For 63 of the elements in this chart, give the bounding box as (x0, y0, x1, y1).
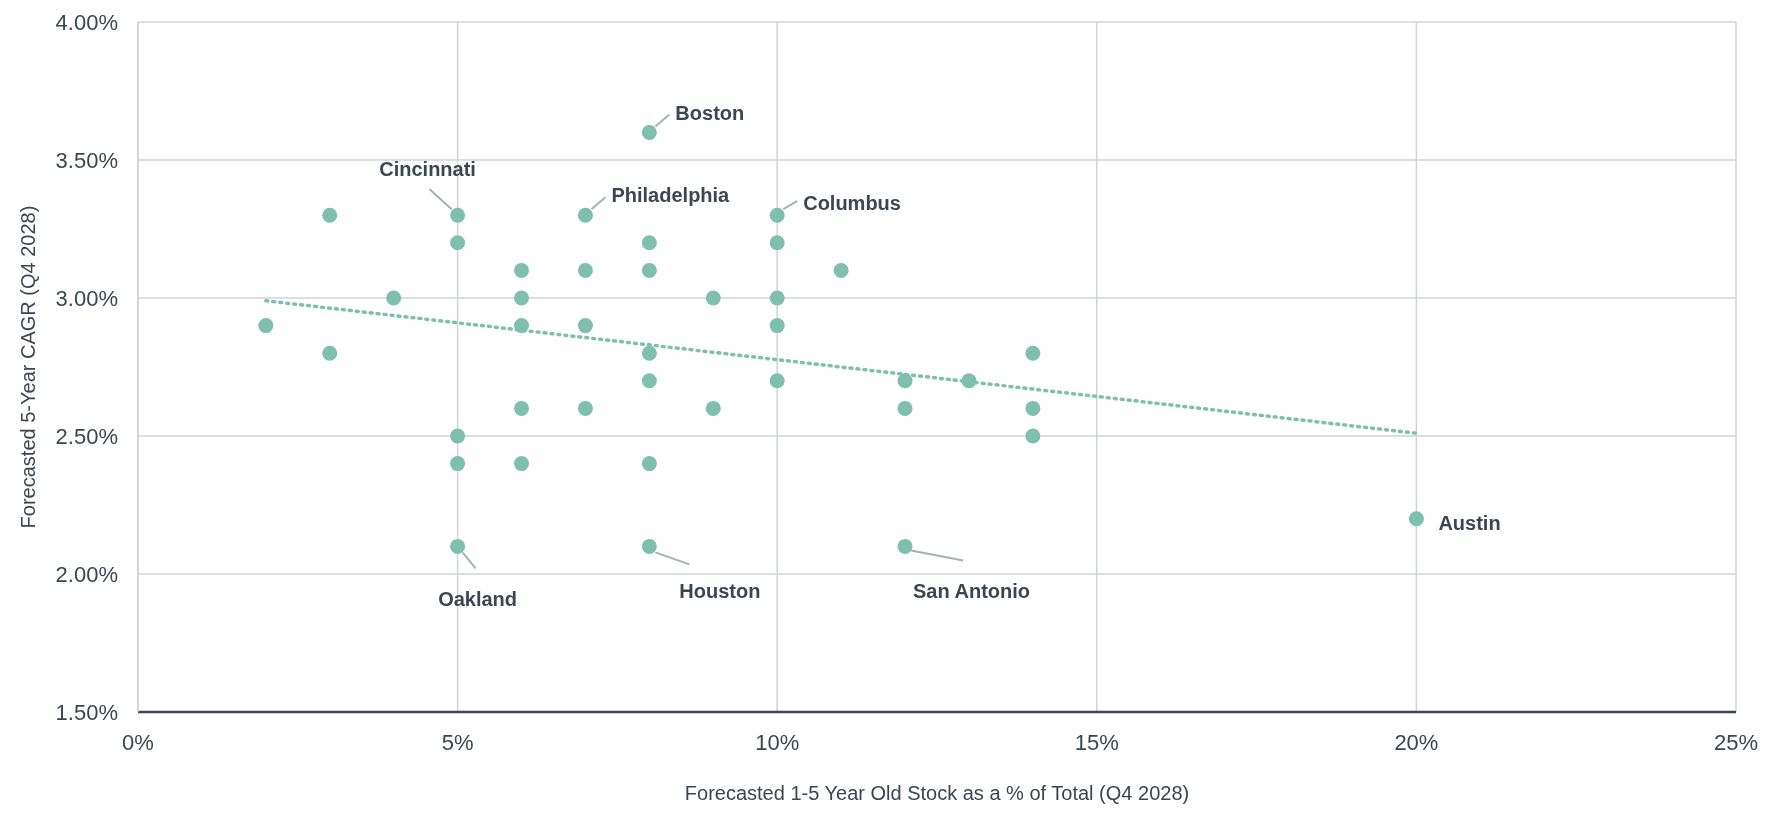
point (577, 400, 593, 416)
point (769, 207, 785, 223)
y-tick-label: 3.00% (55, 285, 118, 311)
point (961, 373, 977, 389)
point (705, 400, 721, 416)
point (577, 207, 593, 223)
point (833, 262, 849, 278)
point (450, 456, 466, 472)
annotation: Boston (675, 101, 745, 124)
point (641, 345, 657, 361)
y-tick-label: 2.00% (55, 561, 118, 587)
x-axis-title: Forecasted 1-5 Year Old Stock as a % of Total (Q4 2028) (684, 782, 1190, 804)
annotation: Philadelphia (611, 184, 731, 207)
x-tick-label: 5% (441, 729, 474, 755)
point (514, 456, 530, 472)
point (769, 235, 785, 251)
y-tick-label: 1.50% (55, 699, 118, 725)
annotation: San Antonio (913, 579, 1031, 602)
point (450, 207, 466, 223)
point (1025, 345, 1041, 361)
y-tick-label: 4.00% (55, 9, 118, 35)
point (769, 373, 785, 389)
annotation: Oakland (438, 587, 518, 610)
x-tick-label: 15% (1074, 729, 1119, 755)
point (769, 290, 785, 306)
point (641, 373, 657, 389)
point (577, 262, 593, 278)
point (322, 207, 338, 223)
point (514, 290, 530, 306)
point (450, 538, 466, 554)
point (450, 235, 466, 251)
annotation: Cincinnati (379, 158, 476, 181)
annotation: Austin (1438, 512, 1501, 535)
x-tick-label: 20% (1394, 729, 1439, 755)
point (322, 345, 338, 361)
point (641, 262, 657, 278)
point (450, 428, 466, 444)
point (641, 456, 657, 472)
y-tick-label: 2.50% (55, 423, 118, 449)
y-tick-label: 3.50% (55, 147, 118, 173)
point (769, 318, 785, 334)
point (1025, 428, 1041, 444)
point (641, 124, 657, 140)
annotation: Columbus (803, 192, 901, 215)
point (386, 290, 402, 306)
point (897, 400, 913, 416)
point (641, 538, 657, 554)
point (514, 400, 530, 416)
x-tick-label: 25% (1713, 729, 1759, 755)
y-axis-title: Forecasted 5-Year CAGR (Q4 2028) (17, 205, 40, 529)
point (1408, 511, 1424, 527)
x-tick-label: 0% (122, 729, 154, 755)
point (514, 318, 530, 334)
point (705, 290, 721, 306)
point (1025, 400, 1041, 416)
point (641, 235, 657, 251)
point (897, 373, 913, 389)
annotation: Houston (679, 579, 761, 602)
point (514, 262, 530, 278)
point (258, 318, 274, 334)
point (897, 538, 913, 554)
point (577, 318, 593, 334)
x-tick-label: 10% (755, 729, 800, 755)
